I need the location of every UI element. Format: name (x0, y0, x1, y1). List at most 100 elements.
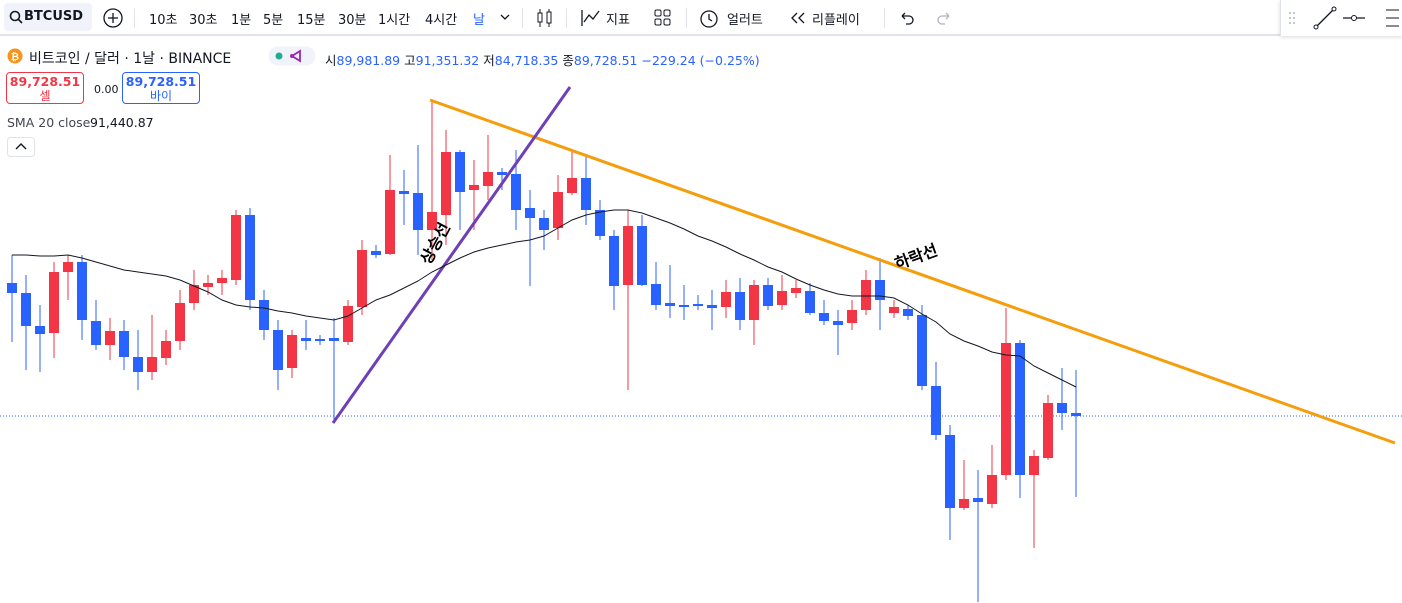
buy-button[interactable]: 89,728.51 바이 (122, 72, 200, 104)
candle-body (903, 309, 913, 316)
redo-button[interactable] (935, 10, 953, 26)
candle-body (931, 386, 941, 435)
candle-body (511, 174, 521, 210)
separator (522, 8, 523, 28)
candle-body (119, 331, 129, 357)
candle-body (749, 285, 759, 320)
separator (134, 8, 135, 28)
indicator-name: SMA 20 close (7, 115, 91, 130)
trend-line-tool[interactable] (1313, 6, 1337, 30)
candle-body (7, 283, 17, 293)
high-value: 91,351.32 (415, 53, 480, 68)
candle-body (609, 236, 619, 286)
candle-body (973, 498, 983, 502)
interval-button[interactable]: 4시간 (425, 13, 458, 28)
candle-body (385, 190, 395, 254)
candle-body (679, 305, 689, 307)
candle-body (301, 338, 311, 341)
layouts-button[interactable] (653, 8, 673, 28)
interval-button[interactable]: 30분 (338, 13, 367, 28)
candle-body (189, 285, 199, 303)
symbol-title: 비트코인 / 달러 · 1날 · BINANCE (29, 51, 232, 67)
candle-body (693, 304, 703, 306)
separator (566, 8, 567, 28)
interval-button[interactable]: 1분 (231, 13, 252, 28)
candle-body (917, 315, 927, 386)
drawing-toolbar (1280, 0, 1402, 36)
candle-body (329, 338, 339, 341)
indicators-button[interactable]: 지표 (606, 13, 630, 28)
symbol-search[interactable]: BTCUSD (4, 3, 92, 31)
drawing-tools (1289, 6, 1399, 30)
candle-body (217, 278, 227, 283)
candle-body (1057, 403, 1067, 413)
candle-body (63, 262, 73, 272)
candle-body (455, 152, 465, 192)
candle-body (777, 291, 787, 305)
indicators-icon (581, 10, 600, 26)
close-label: 종 (562, 53, 574, 68)
candle-body (553, 192, 563, 228)
candle-body (161, 341, 171, 358)
interval-button[interactable]: 1시간 (378, 13, 411, 28)
chart-type-button[interactable] (535, 7, 555, 29)
candle-body (1071, 413, 1081, 416)
candle-body (259, 300, 269, 330)
candle-body (637, 226, 647, 285)
open-label: 시 (325, 53, 337, 68)
interval-button[interactable]: 날 (473, 13, 485, 28)
replay-button[interactable]: 리플레이 (812, 13, 860, 28)
symbol: BTCUSD (24, 9, 84, 24)
horizontal-line-tool[interactable] (1343, 15, 1365, 21)
status-pill (268, 46, 316, 66)
low-label: 저 (483, 53, 495, 68)
interval-button[interactable]: 10초 (149, 13, 178, 28)
candle-body (273, 330, 283, 370)
search-icon (9, 10, 23, 24)
more-tools[interactable] (1386, 9, 1399, 27)
candles (7, 100, 1081, 602)
collapse-legend[interactable] (7, 137, 35, 157)
interval-button[interactable]: 5분 (263, 13, 284, 28)
candle-body (847, 310, 857, 323)
alert-button[interactable]: 얼러트 (727, 13, 763, 28)
interval-button[interactable]: 15분 (297, 13, 326, 28)
candle-body (483, 172, 493, 186)
candle-body (959, 499, 969, 508)
candle-body (175, 303, 185, 341)
sell-button[interactable]: 89,728.51 셀 (6, 72, 84, 104)
compare-button[interactable] (102, 7, 124, 29)
candle-body (525, 208, 535, 218)
buy-price: 89,728.51 (125, 74, 197, 89)
candle-body (441, 152, 451, 215)
buy-label: 바이 (149, 89, 173, 103)
candle-body (735, 292, 745, 320)
close-value: 89,728.51 (573, 53, 638, 68)
downtrend-line (429, 98, 1396, 445)
interval-button[interactable]: 30초 (189, 13, 218, 28)
candle-body (1015, 343, 1025, 475)
candle-body (287, 335, 297, 368)
candle-body (147, 357, 157, 372)
interval-dropdown[interactable] (499, 12, 511, 22)
undo-button[interactable] (898, 10, 916, 26)
change: −229.24 (−0.25%) (641, 53, 760, 68)
candle-body (651, 284, 661, 305)
candle-body (623, 226, 633, 285)
spread: 0.00 (94, 83, 119, 96)
candle-body (721, 292, 731, 307)
candle-body (819, 313, 829, 321)
candle-body (707, 305, 717, 308)
candle-body (581, 178, 591, 210)
sma-line (12, 209, 1077, 388)
alert-icon (700, 10, 718, 28)
candle-body (469, 185, 479, 190)
downtrend-label: 하락선 (892, 240, 940, 273)
sell-price: 89,728.51 (9, 74, 81, 89)
candle-body (497, 172, 507, 175)
svg-text:₿: ₿ (11, 51, 19, 63)
indicator-value: 91,440.87 (90, 115, 154, 130)
candle-body (49, 272, 59, 333)
candle-body (1029, 456, 1039, 475)
candle-body (371, 251, 381, 255)
